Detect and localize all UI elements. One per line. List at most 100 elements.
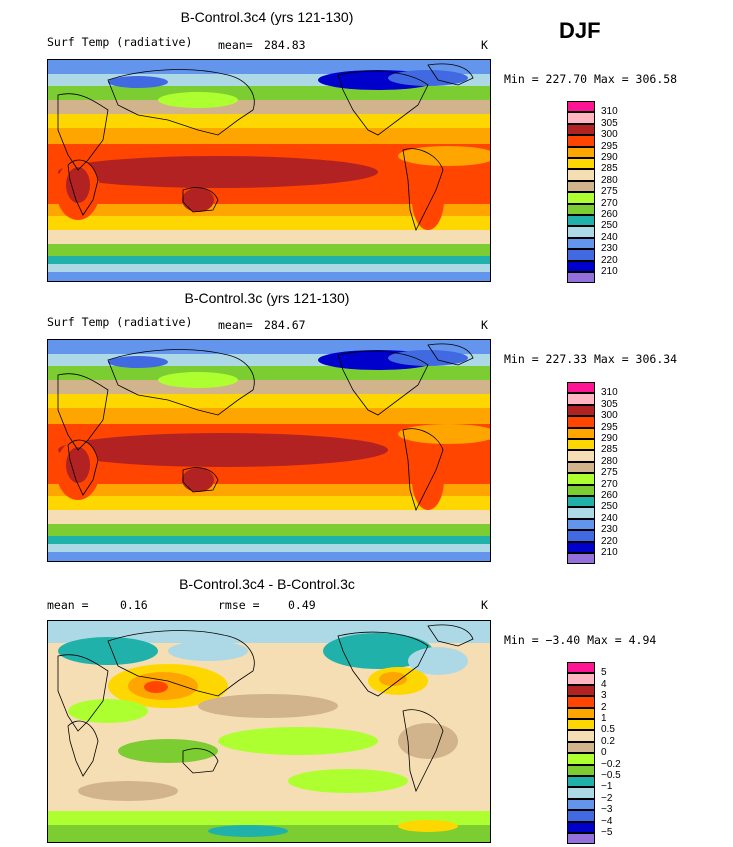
colorbar-swatch	[567, 203, 595, 215]
colorbar-tick-label: 290	[601, 152, 618, 163]
panel-1-variable: Surf Temp (radiative)	[47, 35, 193, 49]
colorbar-swatch	[567, 776, 595, 788]
panel-2-mean-value: 284.67	[264, 318, 306, 332]
colorbar-swatch	[567, 673, 595, 685]
colorbar-tick-label: 4	[601, 678, 607, 690]
colorbar-tick-label: 0.5	[601, 724, 615, 736]
colorbar-swatch	[567, 541, 595, 553]
colorbar-tick-label: −5	[601, 827, 613, 838]
colorbar-swatch	[567, 684, 595, 697]
colorbar-tick-label: −4	[601, 815, 613, 827]
colorbar-tick-label: 210	[601, 266, 618, 277]
colorbar-swatch	[567, 272, 595, 284]
panel-3-mean-label: mean =	[47, 598, 89, 612]
colorbar-tick-label: 285	[601, 163, 618, 175]
panel-3-minmax: Min = −3.40 Max = 4.94	[504, 633, 657, 647]
colorbar-swatch	[567, 707, 595, 719]
panel-2-title: B-Control.3c (yrs 121-130)	[184, 290, 350, 306]
colorbar-swatch	[567, 730, 595, 742]
colorbar-swatch	[567, 146, 595, 158]
panel-1-mean-label: mean=	[218, 38, 253, 52]
colorbar-swatch	[567, 260, 595, 272]
colorbar-swatch	[567, 461, 595, 474]
panel-2-units: K	[481, 318, 488, 332]
panel-3-rmse-value: 0.49	[288, 598, 316, 612]
colorbar-tick-label: 2	[601, 701, 607, 713]
colorbar-swatch	[567, 123, 595, 136]
colorbar-tick-label: 290	[601, 433, 618, 444]
colorbar-tick-label: 270	[601, 197, 618, 209]
colorbar-tick-label: 260	[601, 490, 618, 501]
colorbar-tick-label: 280	[601, 455, 618, 467]
colorbar-tick-label: 300	[601, 410, 618, 422]
colorbar-swatch	[567, 439, 595, 451]
colorbar-swatch	[567, 833, 595, 845]
colorbar-tick-label: −2	[601, 792, 613, 804]
colorbar-swatch	[567, 180, 595, 193]
colorbar-tick-label: 250	[601, 220, 618, 232]
colorbar-swatch	[567, 404, 595, 417]
colorbar-swatch	[567, 135, 595, 147]
colorbar-swatch	[567, 484, 595, 496]
panel-2-variable: Surf Temp (radiative)	[47, 315, 193, 329]
colorbar-tick-label: 270	[601, 478, 618, 490]
panel-1-units: K	[481, 38, 488, 52]
colorbar-swatch	[567, 518, 595, 531]
season-label: DJF	[559, 18, 601, 43]
colorbar-swatch	[567, 112, 595, 124]
panel-1-minmax: Min = 227.70 Max = 306.58	[504, 72, 678, 86]
panel-3-units: K	[481, 598, 488, 612]
colorbar-swatch	[567, 192, 595, 204]
colorbar-tick-label: 0.2	[601, 735, 615, 747]
panel-2-map-svg	[48, 340, 490, 561]
colorbar-swatch	[567, 473, 595, 485]
colorbar-tick-label: −0.2	[601, 758, 621, 770]
colorbar-swatch	[567, 382, 595, 394]
colorbar-swatch	[567, 821, 595, 833]
colorbar-tick-label: 3	[601, 690, 607, 702]
colorbar-swatch	[567, 169, 595, 181]
colorbar-tick-label: 210	[601, 547, 618, 558]
colorbar-tick-label: 305	[601, 398, 618, 410]
colorbar-tick-label: 5	[601, 667, 607, 679]
panel-2-map	[47, 339, 491, 562]
colorbar-tick-label: 305	[601, 117, 618, 129]
colorbar-tick-label: 300	[601, 129, 618, 141]
colorbar-tick-label: 260	[601, 209, 618, 220]
colorbar-swatch	[567, 249, 595, 261]
panel-1-mean-value: 284.83	[264, 38, 306, 52]
colorbar-tick-label: −1	[601, 781, 613, 793]
colorbar-tick-label: 310	[601, 387, 618, 399]
colorbar-swatch	[567, 696, 595, 708]
colorbar-swatch	[567, 810, 595, 822]
colorbar-swatch	[567, 787, 595, 799]
colorbar-tick-label: 280	[601, 174, 618, 186]
colorbar-tick-label: 295	[601, 421, 618, 433]
colorbar-swatch	[567, 507, 595, 519]
colorbar-swatch	[567, 553, 595, 565]
colorbar-tick-label: 0	[601, 747, 607, 759]
colorbar-swatch	[567, 237, 595, 250]
colorbar-tick-label: 285	[601, 444, 618, 456]
panel-1-map-svg	[48, 60, 490, 281]
panel-1-title: B-Control.3c4 (yrs 121-130)	[180, 9, 354, 25]
panel-2-minmax: Min = 227.33 Max = 306.34	[504, 352, 678, 366]
colorbar-tick-label: 240	[601, 512, 618, 524]
colorbar-tick-label: 250	[601, 501, 618, 513]
panel-3-map-svg	[48, 621, 490, 842]
colorbar-tick-label: 275	[601, 186, 618, 198]
colorbar-swatch	[567, 496, 595, 508]
colorbar-tick-label: 240	[601, 231, 618, 243]
colorbar-swatch	[567, 764, 595, 776]
panel-3-rmse-label: rmse =	[218, 598, 260, 612]
colorbar-tick-label: 220	[601, 535, 618, 547]
colorbar-swatch	[567, 662, 595, 674]
colorbar-swatch	[567, 158, 595, 170]
panel-2-mean-label: mean=	[218, 318, 253, 332]
colorbar-swatch	[567, 416, 595, 428]
colorbar-tick-label: 220	[601, 254, 618, 266]
colorbar-tick-label: 275	[601, 467, 618, 479]
colorbar-swatch	[567, 450, 595, 462]
panel-3-map	[47, 620, 491, 843]
panel-3-title: B-Control.3c4 - B-Control.3c	[179, 576, 355, 592]
